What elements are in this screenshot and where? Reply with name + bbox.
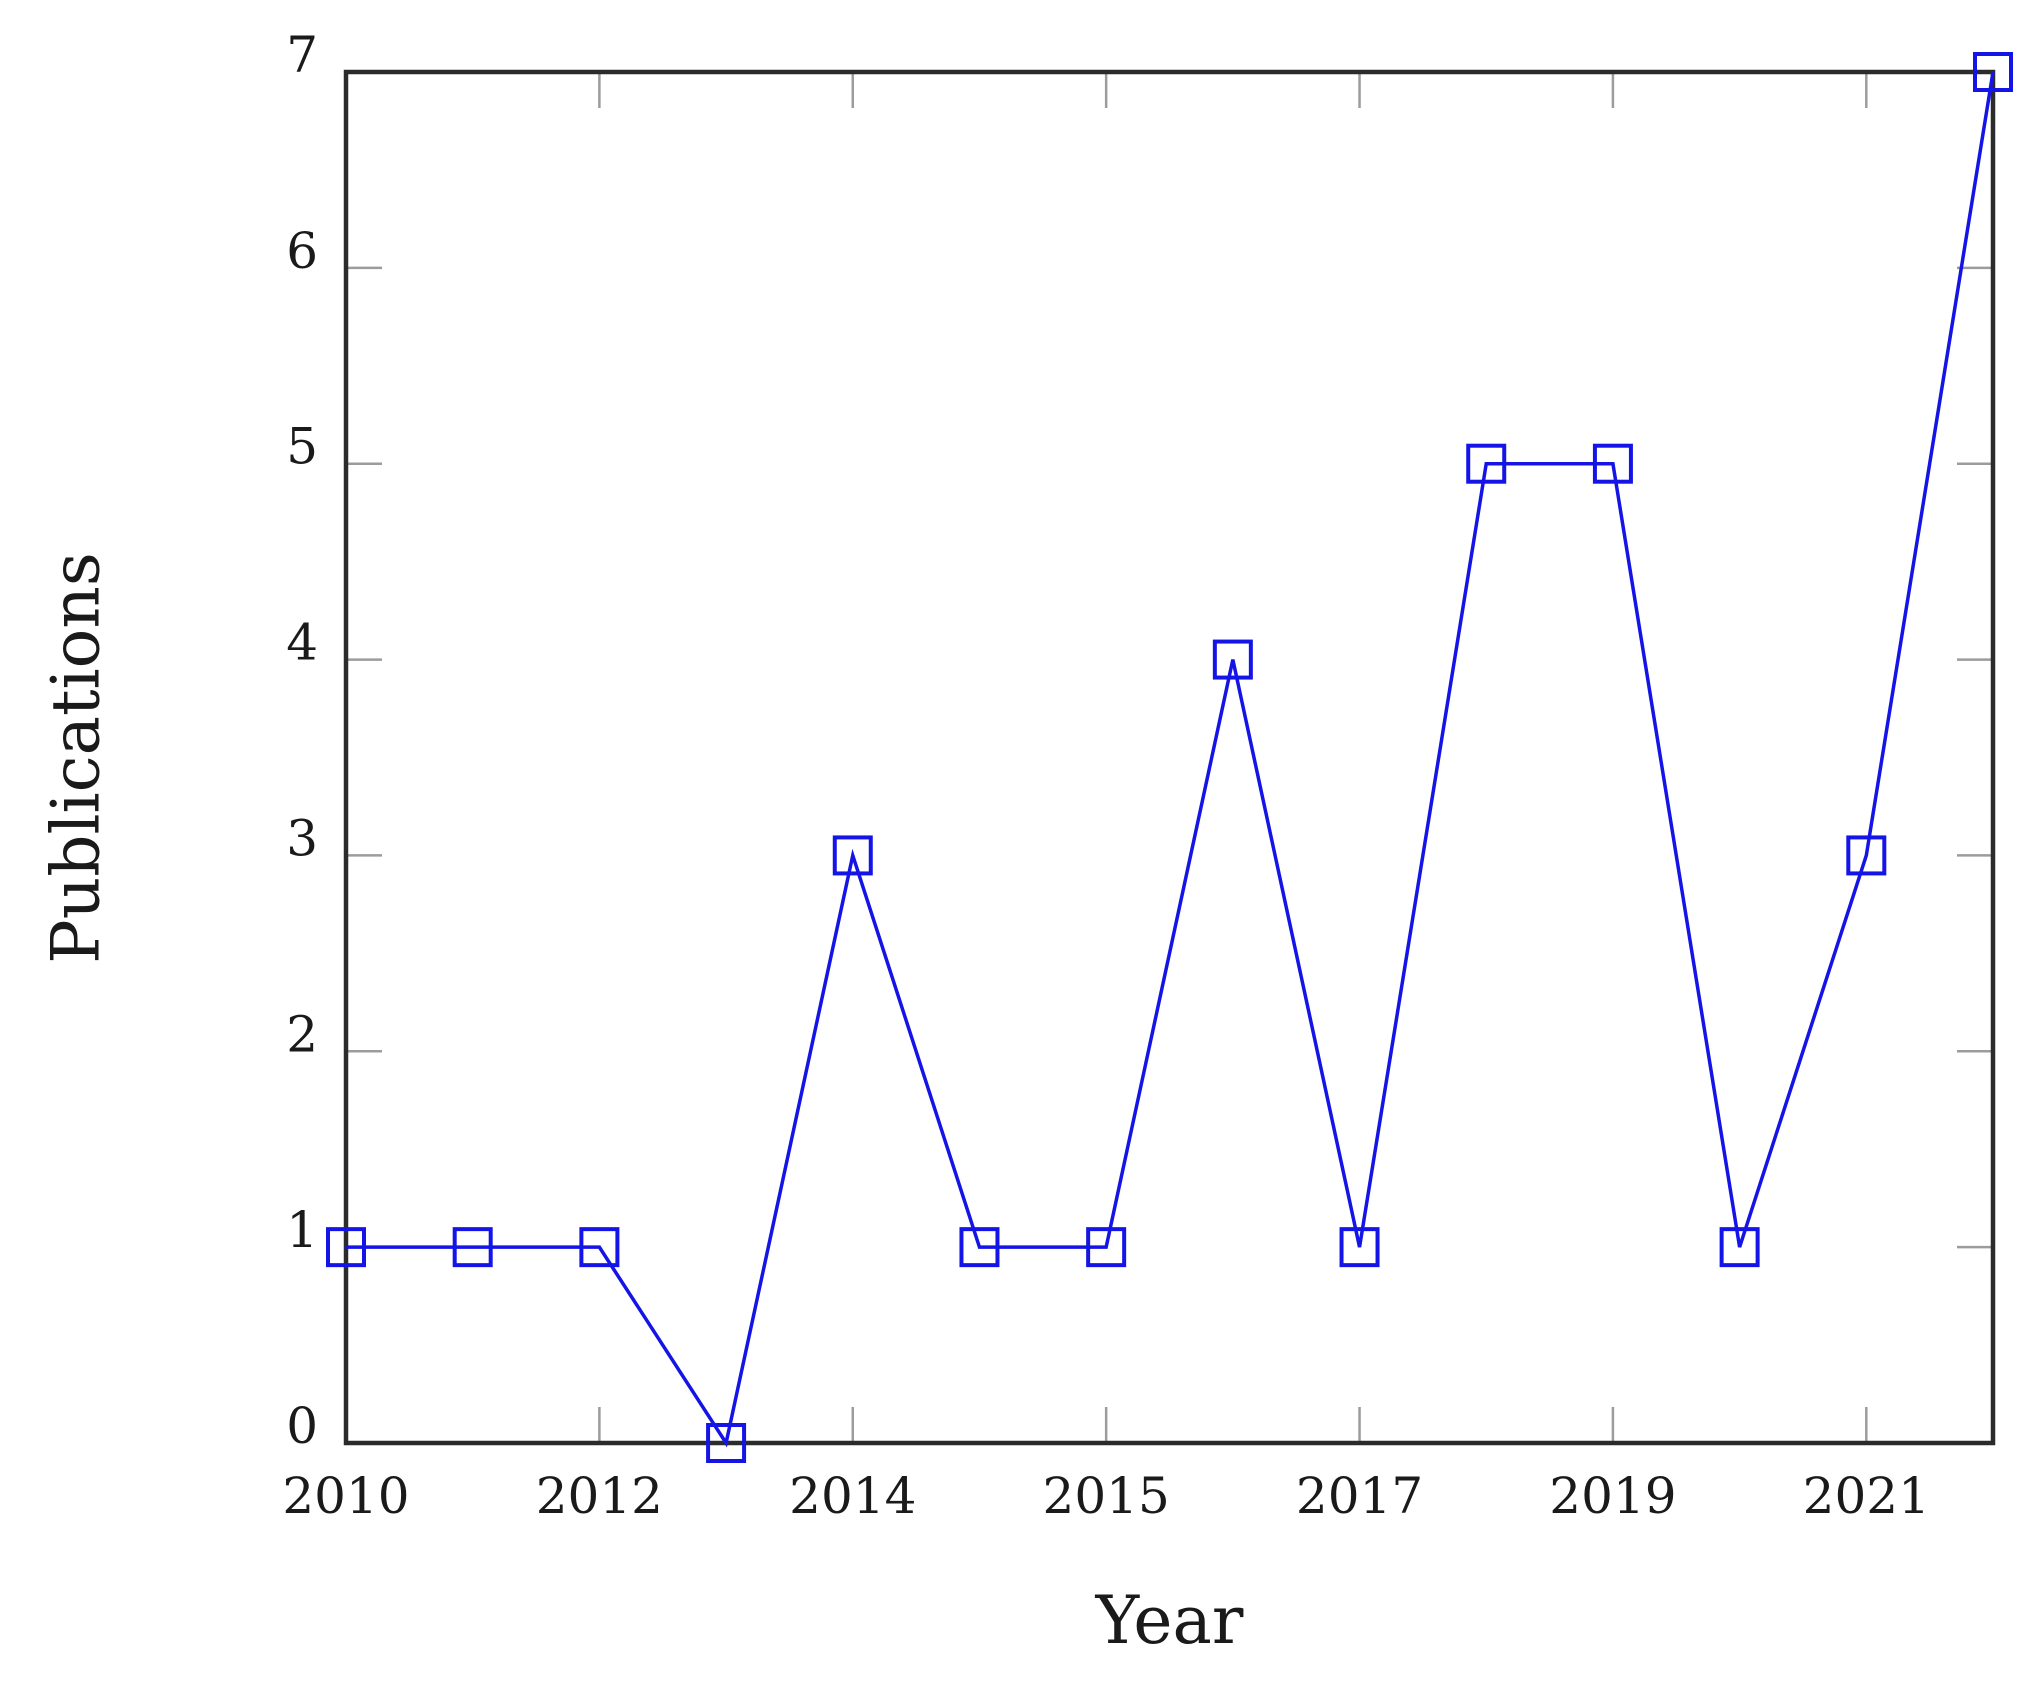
y-tick-label: 4 (286, 614, 318, 672)
data-point-marker (452, 1227, 493, 1268)
data-point-marker (1973, 52, 2013, 92)
data-point-marker (1719, 1227, 1760, 1268)
x-tick-label: 2010 (282, 1467, 409, 1525)
y-tick-label: 3 (286, 809, 318, 867)
x-tick-label: 2017 (1296, 1467, 1423, 1525)
data-point-marker (832, 835, 873, 876)
data-point-marker (1339, 1227, 1380, 1268)
data-point-marker (959, 1227, 1000, 1268)
data-point-marker (1592, 443, 1633, 484)
plot-frame (343, 69, 1996, 1446)
data-point-marker (1846, 835, 1887, 876)
data-point-marker (1212, 639, 1253, 680)
x-tick-label: 2019 (1549, 1467, 1676, 1525)
x-tick-label: 2014 (789, 1467, 916, 1525)
x-tick-label: 2015 (1043, 1467, 1170, 1525)
y-tick-label: 1 (286, 1201, 318, 1259)
series-line-publications (346, 71, 1995, 1448)
y-tick-label: 0 (286, 1397, 318, 1455)
data-point-marker (1466, 443, 1507, 484)
data-point-marker (1086, 1227, 1127, 1268)
x-tick-label: 2021 (1803, 1467, 1930, 1525)
y-axis-title: Publications (37, 552, 115, 964)
data-point-marker (579, 1227, 620, 1268)
x-axis-title: Year (1095, 1582, 1244, 1659)
data-point-marker (706, 1423, 747, 1463)
y-tick-label: 2 (286, 1005, 318, 1063)
x-tick-label: 2012 (536, 1467, 663, 1525)
y-tick-label: 5 (286, 418, 318, 476)
y-tick-label: 6 (286, 222, 318, 280)
y-tick-label: 7 (286, 26, 318, 84)
data-point-marker (326, 1227, 366, 1268)
